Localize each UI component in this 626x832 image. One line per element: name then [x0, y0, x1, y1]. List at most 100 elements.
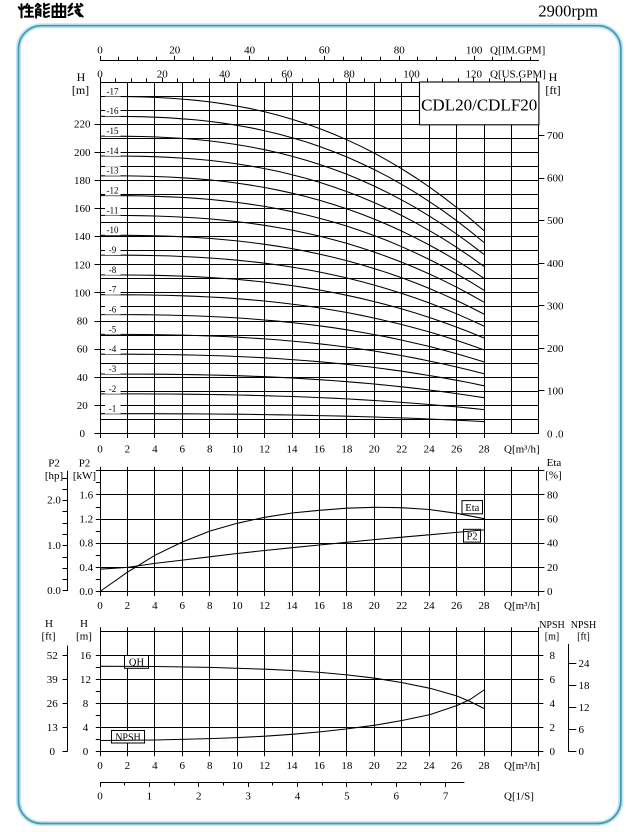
svg-text:140: 140: [74, 231, 91, 243]
svg-text:-12: -12: [107, 186, 119, 196]
svg-text:0: 0: [97, 791, 103, 803]
svg-text:12: 12: [579, 702, 590, 714]
svg-text:-3: -3: [109, 364, 117, 374]
svg-text:40: 40: [77, 372, 89, 384]
svg-text:-2: -2: [109, 384, 117, 394]
svg-text:8: 8: [550, 650, 556, 662]
svg-text:0.0: 0.0: [47, 585, 61, 597]
svg-text:20: 20: [77, 400, 89, 412]
svg-text:0.0: 0.0: [79, 586, 93, 598]
svg-text:12: 12: [80, 674, 91, 686]
svg-text:NPSH: NPSH: [539, 620, 565, 631]
svg-text:220: 220: [74, 119, 91, 131]
svg-text:0.8: 0.8: [79, 538, 93, 550]
svg-text:0: 0: [97, 45, 103, 57]
svg-text:0: 0: [547, 586, 553, 598]
svg-text:6: 6: [180, 600, 186, 612]
svg-text:1.2: 1.2: [79, 514, 93, 526]
svg-text:24: 24: [424, 600, 436, 612]
svg-text:Q[IM.GPM]: Q[IM.GPM]: [490, 45, 545, 57]
svg-text:2: 2: [196, 791, 202, 803]
svg-text:1.6: 1.6: [79, 489, 93, 501]
svg-text:3: 3: [245, 791, 251, 803]
svg-text:H: H: [77, 70, 86, 84]
svg-text:4: 4: [295, 791, 301, 803]
svg-text:160: 160: [74, 203, 91, 215]
svg-text:180: 180: [74, 175, 91, 187]
svg-text:0: 0: [550, 746, 556, 758]
svg-text:-5: -5: [109, 324, 117, 334]
svg-text:10: 10: [232, 760, 244, 772]
svg-text:-13: -13: [107, 166, 119, 176]
svg-text:Q[m³/h]: Q[m³/h]: [504, 443, 540, 455]
svg-text:80: 80: [344, 68, 356, 80]
svg-text:-1: -1: [109, 404, 117, 414]
svg-text:0: 0: [97, 443, 103, 455]
svg-text:6: 6: [579, 724, 585, 736]
svg-text:24: 24: [424, 760, 436, 772]
svg-text:16: 16: [314, 443, 326, 455]
svg-text:-15: -15: [107, 126, 119, 136]
svg-text:4: 4: [83, 722, 89, 734]
svg-text:-8: -8: [109, 265, 117, 275]
svg-text:6: 6: [180, 760, 186, 772]
svg-text:80: 80: [77, 316, 89, 328]
svg-text:6: 6: [550, 674, 556, 686]
svg-text:80: 80: [547, 489, 559, 501]
svg-text:Q[m³/h]: Q[m³/h]: [504, 600, 540, 612]
svg-text:12: 12: [259, 443, 270, 455]
svg-text:60: 60: [77, 344, 89, 356]
svg-text:P2: P2: [79, 458, 91, 470]
svg-text:7: 7: [443, 791, 449, 803]
svg-text:H: H: [45, 618, 53, 630]
svg-text:4: 4: [152, 760, 158, 772]
svg-text:4: 4: [550, 698, 556, 710]
svg-text:20: 20: [369, 600, 381, 612]
svg-text:100: 100: [547, 385, 564, 397]
svg-text:H: H: [80, 618, 88, 630]
svg-text:60: 60: [281, 68, 293, 80]
svg-text:-14: -14: [107, 146, 119, 156]
svg-text:0: 0: [80, 428, 86, 440]
svg-text:22: 22: [396, 600, 407, 612]
svg-text:20: 20: [369, 760, 381, 772]
svg-text:4: 4: [152, 600, 158, 612]
svg-text:-11: -11: [107, 205, 119, 215]
svg-text:39: 39: [47, 674, 59, 686]
svg-text:60: 60: [319, 45, 331, 57]
svg-text:8: 8: [207, 600, 213, 612]
svg-text:28: 28: [479, 600, 491, 612]
svg-text:Q[m³/h]: Q[m³/h]: [504, 760, 540, 772]
svg-text:200: 200: [74, 147, 91, 159]
svg-text:[m]: [m]: [72, 83, 89, 97]
svg-text:120: 120: [466, 68, 483, 80]
svg-text:4: 4: [152, 443, 158, 455]
svg-text:0 .0: 0 .0: [547, 428, 564, 440]
svg-text:-17: -17: [107, 86, 119, 96]
svg-text:5: 5: [344, 791, 350, 803]
svg-text:10: 10: [232, 600, 244, 612]
svg-text:-10: -10: [107, 225, 119, 235]
svg-text:6: 6: [180, 443, 186, 455]
svg-text:0: 0: [97, 760, 103, 772]
svg-text:200: 200: [547, 343, 564, 355]
svg-text:QH: QH: [129, 658, 145, 669]
svg-text:26: 26: [451, 443, 463, 455]
svg-text:60: 60: [547, 514, 559, 526]
svg-text:[m]: [m]: [545, 632, 559, 643]
svg-text:[hp]: [hp]: [45, 470, 63, 482]
svg-text:Q[1/S]: Q[1/S]: [504, 791, 534, 803]
svg-text:20: 20: [157, 68, 169, 80]
svg-text:24: 24: [424, 443, 436, 455]
svg-text:2.0: 2.0: [47, 495, 61, 507]
svg-text:8: 8: [207, 443, 213, 455]
svg-text:400: 400: [547, 258, 564, 270]
svg-text:CDL20/CDLF20: CDL20/CDLF20: [421, 95, 537, 114]
svg-text:0: 0: [83, 746, 89, 758]
svg-text:22: 22: [396, 443, 407, 455]
svg-text:0: 0: [97, 68, 103, 80]
svg-text:600: 600: [547, 173, 564, 185]
svg-text:0.4: 0.4: [79, 562, 93, 574]
svg-text:28: 28: [479, 760, 491, 772]
svg-text:8: 8: [207, 760, 213, 772]
